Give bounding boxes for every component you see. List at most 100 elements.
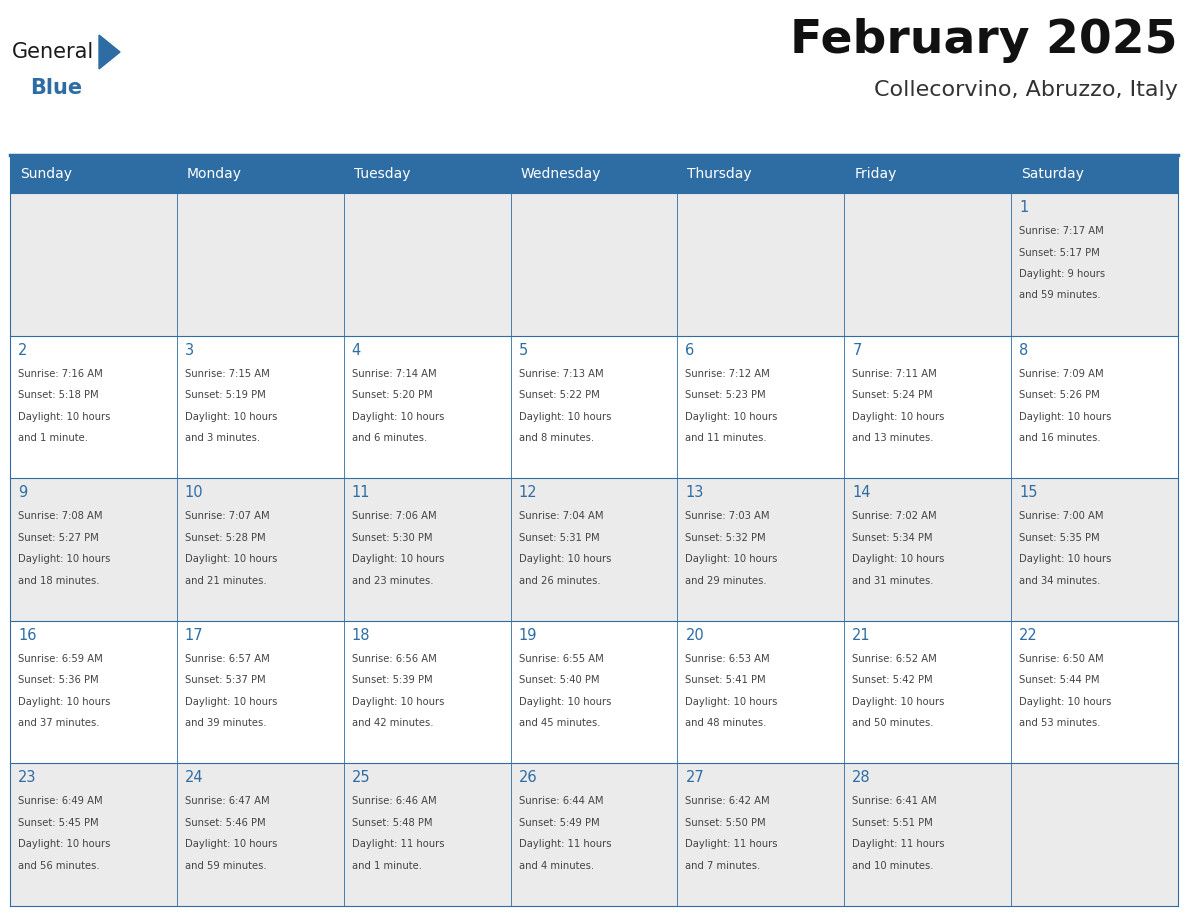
Bar: [10, 336, 1178, 478]
Text: 23: 23: [18, 770, 37, 786]
Text: Sunset: 5:28 PM: Sunset: 5:28 PM: [185, 532, 265, 543]
Text: Sunset: 5:42 PM: Sunset: 5:42 PM: [852, 676, 933, 686]
Text: 18: 18: [352, 628, 371, 643]
Text: Sunset: 5:19 PM: Sunset: 5:19 PM: [185, 390, 266, 400]
Text: Daylight: 10 hours: Daylight: 10 hours: [1019, 554, 1112, 565]
Text: Sunrise: 7:06 AM: Sunrise: 7:06 AM: [352, 511, 436, 521]
Text: Saturday: Saturday: [1022, 167, 1083, 181]
Text: and 23 minutes.: and 23 minutes.: [352, 576, 434, 586]
Text: Sunrise: 7:14 AM: Sunrise: 7:14 AM: [352, 369, 436, 378]
Text: Daylight: 10 hours: Daylight: 10 hours: [685, 411, 778, 421]
Text: 4: 4: [352, 342, 361, 358]
Text: and 45 minutes.: and 45 minutes.: [519, 718, 600, 728]
Text: Daylight: 10 hours: Daylight: 10 hours: [1019, 411, 1112, 421]
Text: and 21 minutes.: and 21 minutes.: [185, 576, 266, 586]
Text: 22: 22: [1019, 628, 1038, 643]
Bar: [177, 155, 343, 193]
Text: Sunset: 5:31 PM: Sunset: 5:31 PM: [519, 532, 599, 543]
Text: 16: 16: [18, 628, 37, 643]
Text: Sunset: 5:34 PM: Sunset: 5:34 PM: [852, 532, 933, 543]
Text: Daylight: 10 hours: Daylight: 10 hours: [519, 411, 611, 421]
Text: and 6 minutes.: and 6 minutes.: [352, 433, 426, 443]
Text: and 48 minutes.: and 48 minutes.: [685, 718, 766, 728]
Bar: [845, 155, 1011, 193]
Text: Sunrise: 6:52 AM: Sunrise: 6:52 AM: [852, 654, 937, 664]
Text: Sunset: 5:30 PM: Sunset: 5:30 PM: [352, 532, 432, 543]
Text: Sunrise: 7:07 AM: Sunrise: 7:07 AM: [185, 511, 270, 521]
Text: Collecorvino, Abruzzo, Italy: Collecorvino, Abruzzo, Italy: [874, 80, 1178, 100]
Text: Daylight: 10 hours: Daylight: 10 hours: [519, 697, 611, 707]
Text: Daylight: 10 hours: Daylight: 10 hours: [185, 839, 277, 849]
Text: Daylight: 10 hours: Daylight: 10 hours: [18, 411, 110, 421]
Text: Sunset: 5:26 PM: Sunset: 5:26 PM: [1019, 390, 1100, 400]
Text: Sunset: 5:45 PM: Sunset: 5:45 PM: [18, 818, 99, 828]
Text: Sunset: 5:32 PM: Sunset: 5:32 PM: [685, 532, 766, 543]
Text: Wednesday: Wednesday: [520, 167, 601, 181]
Text: Daylight: 10 hours: Daylight: 10 hours: [185, 697, 277, 707]
Text: Daylight: 10 hours: Daylight: 10 hours: [852, 411, 944, 421]
Text: 6: 6: [685, 342, 695, 358]
Text: Daylight: 11 hours: Daylight: 11 hours: [352, 839, 444, 849]
Text: Sunrise: 6:55 AM: Sunrise: 6:55 AM: [519, 654, 604, 664]
Text: Daylight: 9 hours: Daylight: 9 hours: [1019, 269, 1105, 279]
Bar: [1011, 155, 1178, 193]
Text: and 53 minutes.: and 53 minutes.: [1019, 718, 1100, 728]
Text: Tuesday: Tuesday: [354, 167, 410, 181]
Text: Sunrise: 6:56 AM: Sunrise: 6:56 AM: [352, 654, 436, 664]
Text: Sunrise: 6:57 AM: Sunrise: 6:57 AM: [185, 654, 270, 664]
Text: 12: 12: [519, 486, 537, 500]
Text: Sunset: 5:50 PM: Sunset: 5:50 PM: [685, 818, 766, 828]
Text: Sunrise: 7:00 AM: Sunrise: 7:00 AM: [1019, 511, 1104, 521]
Text: 7: 7: [852, 342, 861, 358]
Text: Sunset: 5:37 PM: Sunset: 5:37 PM: [185, 676, 265, 686]
Text: Sunrise: 6:53 AM: Sunrise: 6:53 AM: [685, 654, 770, 664]
Text: Sunset: 5:23 PM: Sunset: 5:23 PM: [685, 390, 766, 400]
Text: Sunrise: 6:41 AM: Sunrise: 6:41 AM: [852, 797, 937, 806]
Text: Sunset: 5:36 PM: Sunset: 5:36 PM: [18, 676, 99, 686]
Text: and 50 minutes.: and 50 minutes.: [852, 718, 934, 728]
Text: Sunrise: 7:08 AM: Sunrise: 7:08 AM: [18, 511, 102, 521]
Text: General: General: [12, 42, 94, 62]
Text: Sunrise: 7:03 AM: Sunrise: 7:03 AM: [685, 511, 770, 521]
Text: 8: 8: [1019, 342, 1029, 358]
Text: 13: 13: [685, 486, 703, 500]
Text: Daylight: 10 hours: Daylight: 10 hours: [18, 554, 110, 565]
Text: and 34 minutes.: and 34 minutes.: [1019, 576, 1100, 586]
Text: Sunset: 5:48 PM: Sunset: 5:48 PM: [352, 818, 432, 828]
Text: 26: 26: [519, 770, 537, 786]
Text: 27: 27: [685, 770, 704, 786]
Text: Sunrise: 6:46 AM: Sunrise: 6:46 AM: [352, 797, 436, 806]
Text: Daylight: 10 hours: Daylight: 10 hours: [18, 697, 110, 707]
Text: 9: 9: [18, 486, 27, 500]
Text: 21: 21: [852, 628, 871, 643]
Text: Thursday: Thursday: [688, 167, 752, 181]
Text: 11: 11: [352, 486, 371, 500]
Bar: [10, 478, 1178, 621]
Text: and 16 minutes.: and 16 minutes.: [1019, 433, 1101, 443]
Text: and 11 minutes.: and 11 minutes.: [685, 433, 767, 443]
Text: and 1 minute.: and 1 minute.: [352, 861, 422, 871]
Bar: [10, 764, 1178, 906]
Text: Sunrise: 7:13 AM: Sunrise: 7:13 AM: [519, 369, 604, 378]
Text: Sunset: 5:51 PM: Sunset: 5:51 PM: [852, 818, 933, 828]
Text: Sunrise: 7:17 AM: Sunrise: 7:17 AM: [1019, 226, 1104, 236]
Text: Daylight: 10 hours: Daylight: 10 hours: [685, 554, 778, 565]
Text: Daylight: 10 hours: Daylight: 10 hours: [852, 697, 944, 707]
Text: Sunrise: 6:44 AM: Sunrise: 6:44 AM: [519, 797, 604, 806]
Text: 17: 17: [185, 628, 203, 643]
Text: Sunrise: 7:12 AM: Sunrise: 7:12 AM: [685, 369, 770, 378]
Text: 14: 14: [852, 486, 871, 500]
Text: Sunrise: 6:59 AM: Sunrise: 6:59 AM: [18, 654, 102, 664]
Text: Sunset: 5:44 PM: Sunset: 5:44 PM: [1019, 676, 1100, 686]
Text: 10: 10: [185, 486, 203, 500]
Text: Sunset: 5:18 PM: Sunset: 5:18 PM: [18, 390, 99, 400]
Text: 24: 24: [185, 770, 203, 786]
Text: Blue: Blue: [30, 78, 82, 98]
Text: and 13 minutes.: and 13 minutes.: [852, 433, 934, 443]
Text: Daylight: 11 hours: Daylight: 11 hours: [685, 839, 778, 849]
Text: Sunrise: 7:15 AM: Sunrise: 7:15 AM: [185, 369, 270, 378]
Text: Daylight: 11 hours: Daylight: 11 hours: [852, 839, 944, 849]
Text: and 7 minutes.: and 7 minutes.: [685, 861, 760, 871]
Text: Sunrise: 7:16 AM: Sunrise: 7:16 AM: [18, 369, 102, 378]
Text: and 31 minutes.: and 31 minutes.: [852, 576, 934, 586]
